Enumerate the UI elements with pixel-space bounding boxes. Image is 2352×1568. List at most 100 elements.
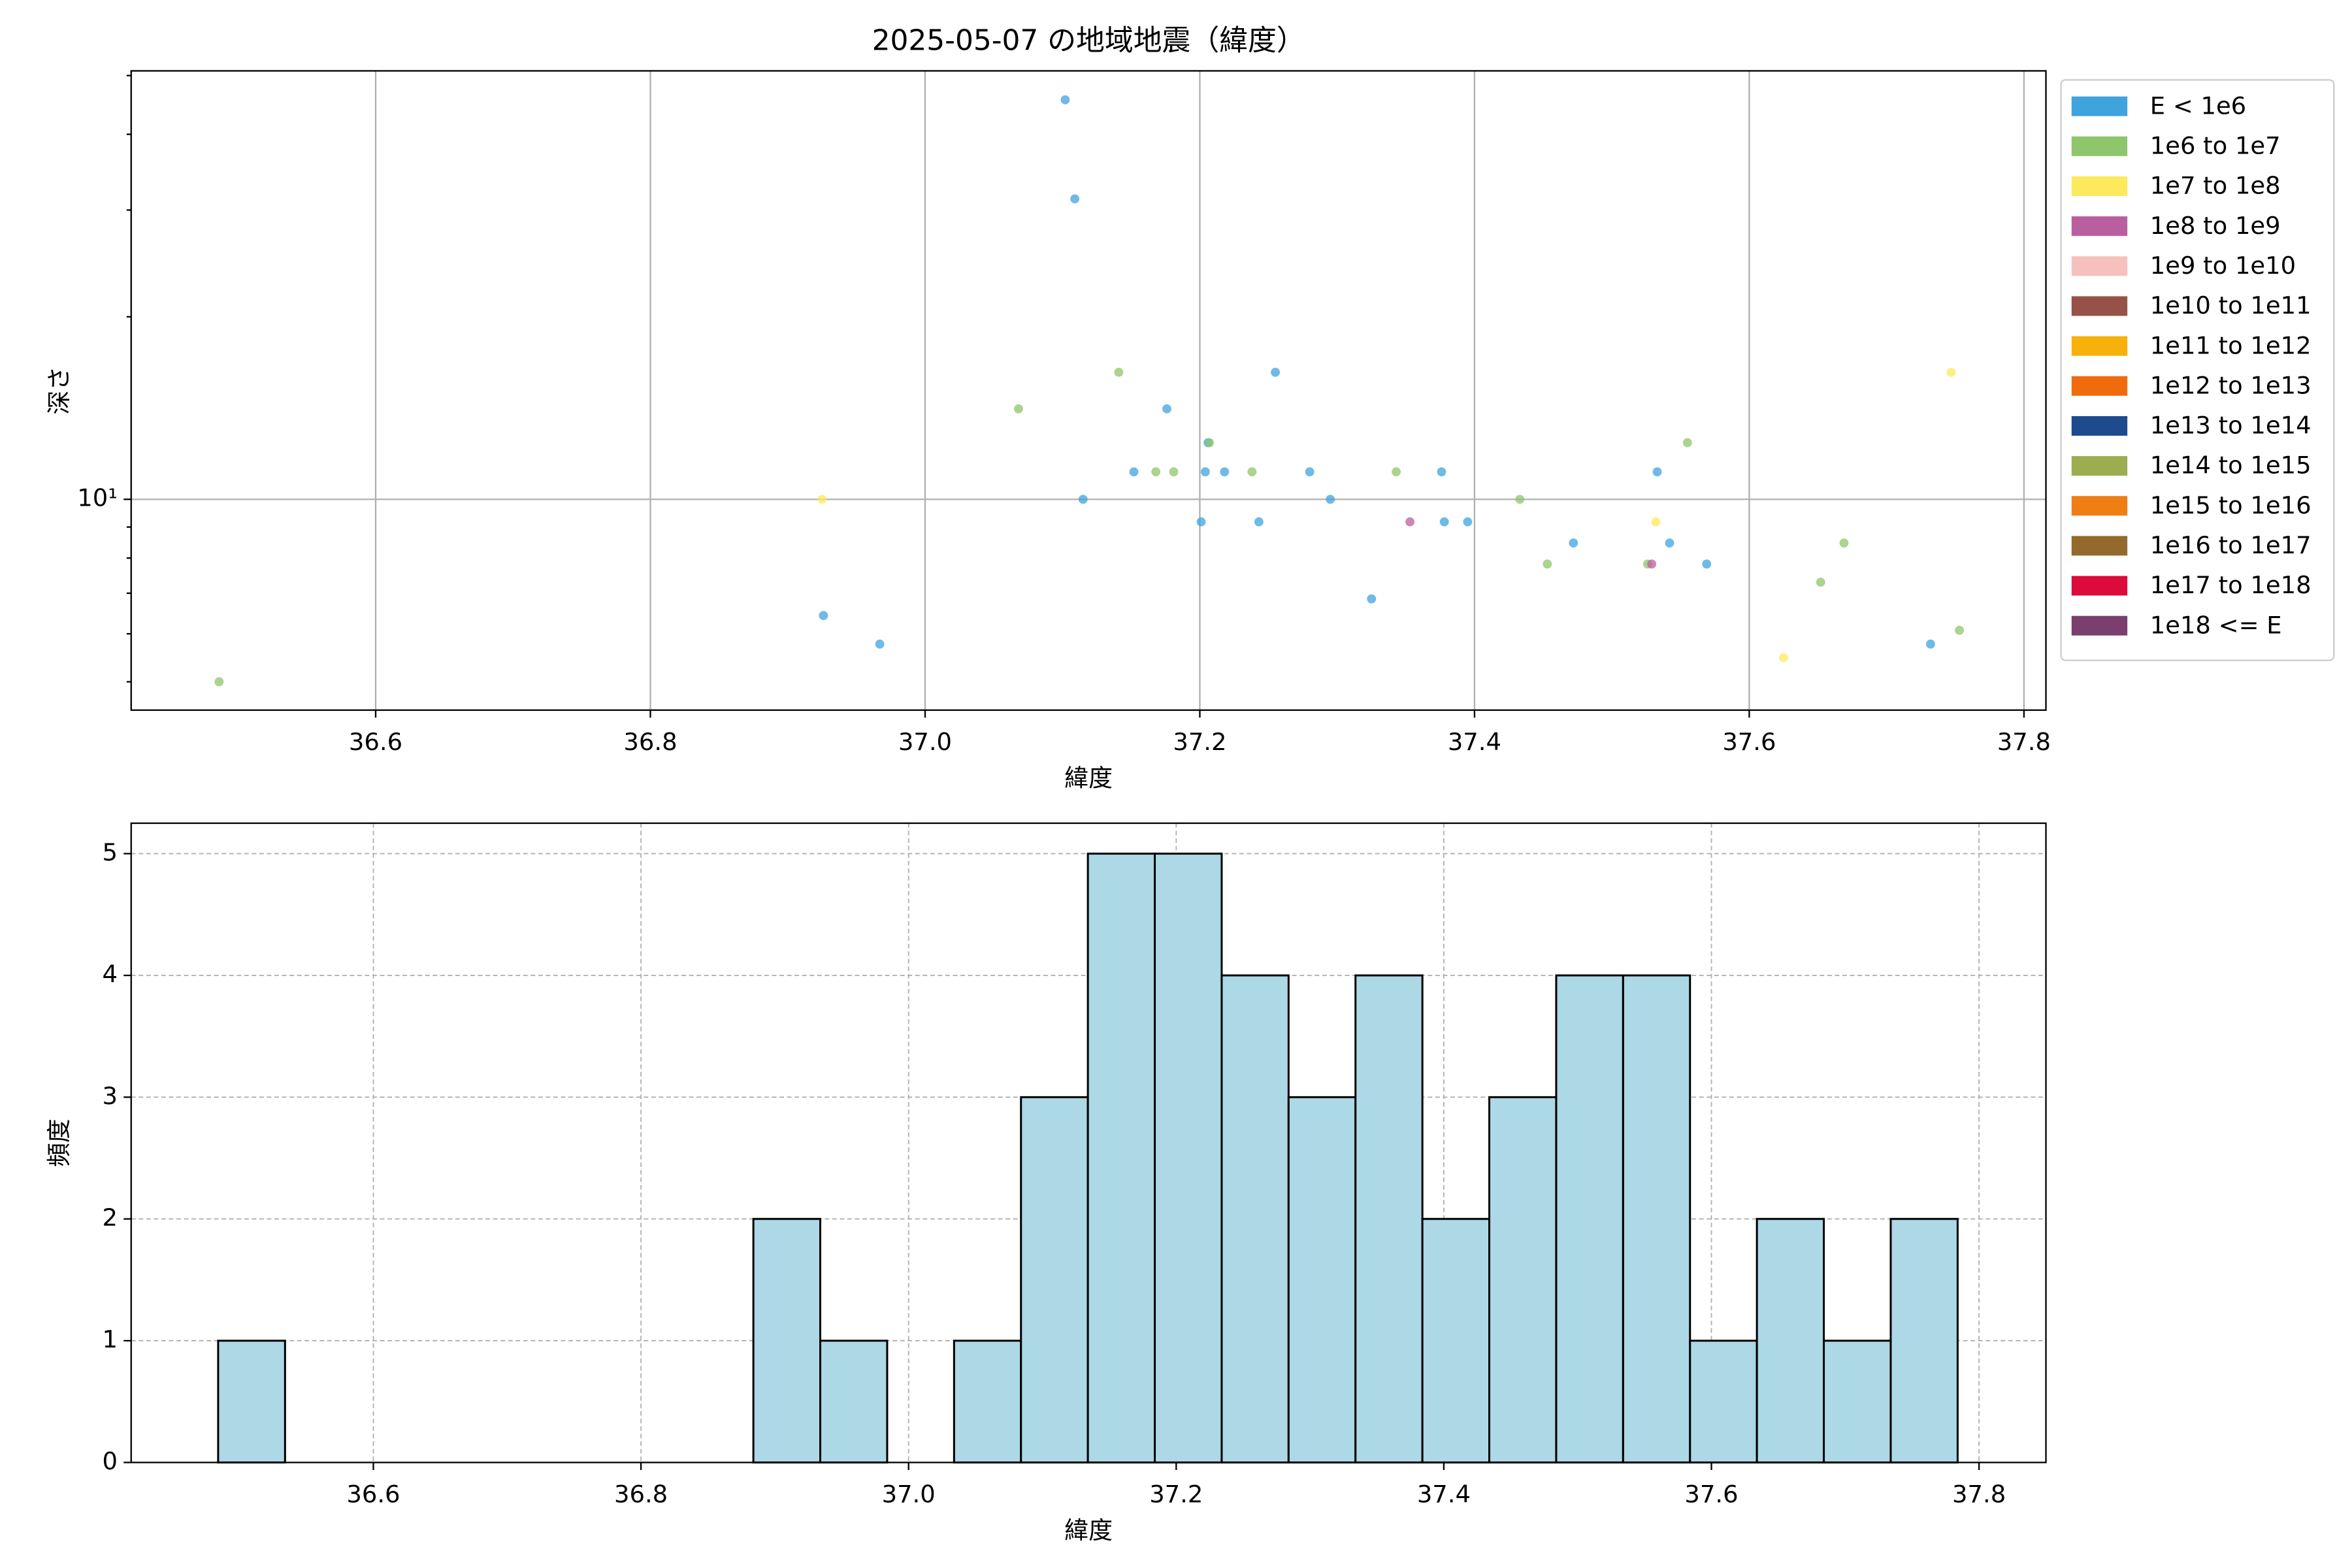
legend-label: 1e9 to 1e10 <box>2150 252 2296 280</box>
point <box>1816 578 1825 587</box>
point <box>817 495 827 504</box>
legend-swatch <box>2071 576 2128 596</box>
point <box>1162 404 1171 414</box>
point <box>1070 194 1080 204</box>
legend-label: 1e7 to 1e8 <box>2150 172 2281 200</box>
bar <box>1287 1096 1357 1463</box>
legend-label: 1e16 to 1e17 <box>2150 531 2311 559</box>
legend-label: 1e17 to 1e18 <box>2150 571 2311 599</box>
bar <box>1823 1339 1892 1463</box>
point <box>1254 517 1264 527</box>
legend-label: 1e18 <= E <box>2150 611 2282 639</box>
chart-title: 2025-05-07 の地域地震（緯度） <box>872 24 1305 57</box>
x-tick-label: 37.8 <box>1952 1480 2006 1509</box>
legend-swatch <box>2071 176 2128 196</box>
legend-swatch <box>2071 296 2128 316</box>
x-tick-label: 36.8 <box>623 728 677 756</box>
point <box>1779 653 1788 662</box>
bar <box>1889 1218 1959 1463</box>
point <box>1205 438 1215 448</box>
bar <box>1488 1096 1558 1463</box>
point <box>819 611 828 621</box>
x-axis-label: 緯度 <box>1064 1516 1113 1544</box>
point <box>1220 467 1230 477</box>
x-tick-label: 37.2 <box>1173 728 1226 756</box>
y-tick-label: 10¹ <box>77 484 118 512</box>
point <box>1196 517 1206 527</box>
point <box>1114 367 1124 377</box>
point <box>1543 559 1552 569</box>
bar <box>1354 974 1424 1463</box>
x-tick-label: 37.6 <box>1722 728 1776 756</box>
point <box>1515 495 1525 504</box>
y-tick-label: 4 <box>103 960 118 988</box>
point <box>1682 438 1692 448</box>
legend-box <box>2060 79 2335 661</box>
legend-swatch <box>2071 456 2128 476</box>
point <box>1569 538 1578 548</box>
bar <box>752 1218 822 1463</box>
bar <box>1689 1339 1758 1463</box>
bar <box>1421 1218 1491 1463</box>
bar <box>1020 1096 1089 1463</box>
point <box>1926 639 1935 649</box>
point <box>1652 467 1662 477</box>
y-tick-label: 3 <box>103 1082 118 1110</box>
point <box>1326 495 1335 504</box>
axes-frame <box>130 822 2047 1463</box>
legend-label: 1e13 to 1e14 <box>2150 412 2311 440</box>
point <box>1665 538 1674 548</box>
point <box>1060 95 1070 105</box>
bar <box>217 1339 286 1463</box>
y-tick-label: 2 <box>103 1203 118 1232</box>
point <box>1946 367 1956 377</box>
legend-label: 1e8 to 1e9 <box>2150 212 2281 240</box>
legend-swatch <box>2071 216 2128 237</box>
point <box>1439 517 1449 527</box>
point <box>1955 625 1965 635</box>
legend-swatch <box>2071 256 2128 276</box>
x-tick-label: 37.8 <box>1997 728 2051 756</box>
bar <box>819 1339 889 1463</box>
x-tick-label: 36.6 <box>346 1480 400 1509</box>
point <box>875 639 885 649</box>
point <box>1839 538 1849 548</box>
legend-swatch <box>2071 416 2128 436</box>
y-axis-label: 深さ <box>45 367 73 415</box>
point <box>1200 467 1210 477</box>
point <box>1078 495 1088 504</box>
x-tick-label: 36.6 <box>349 728 402 756</box>
point <box>1651 517 1661 527</box>
legend-label: 1e15 to 1e16 <box>2150 491 2311 519</box>
legend-swatch <box>2071 376 2128 396</box>
legend-swatch <box>2071 136 2128 156</box>
legend-swatch <box>2071 336 2128 356</box>
point <box>1367 594 1377 604</box>
x-tick-label: 37.4 <box>1448 728 1501 756</box>
bar <box>1154 853 1223 1463</box>
x-tick-label: 37.0 <box>898 728 952 756</box>
point <box>1463 517 1473 527</box>
x-tick-label: 36.8 <box>614 1480 668 1509</box>
legend-label: 1e14 to 1e15 <box>2150 451 2311 480</box>
point <box>1305 467 1315 477</box>
x-axis-label: 緯度 <box>1064 764 1113 792</box>
legend-swatch <box>2071 615 2128 636</box>
point <box>1702 559 1712 569</box>
bar <box>1756 1218 1825 1463</box>
point <box>1014 404 1023 414</box>
point <box>1405 517 1415 527</box>
legend-label: 1e11 to 1e12 <box>2150 331 2311 359</box>
y-axis-label: 頻度 <box>45 1119 73 1167</box>
bar <box>953 1339 1022 1463</box>
axes-frame <box>130 70 2047 711</box>
y-tick-label: 0 <box>103 1447 118 1475</box>
bar <box>1220 974 1290 1463</box>
point <box>1169 467 1179 477</box>
legend-label: E < 1e6 <box>2150 91 2246 120</box>
legend-swatch <box>2071 496 2128 516</box>
legend-swatch <box>2071 536 2128 556</box>
point <box>1271 367 1281 377</box>
